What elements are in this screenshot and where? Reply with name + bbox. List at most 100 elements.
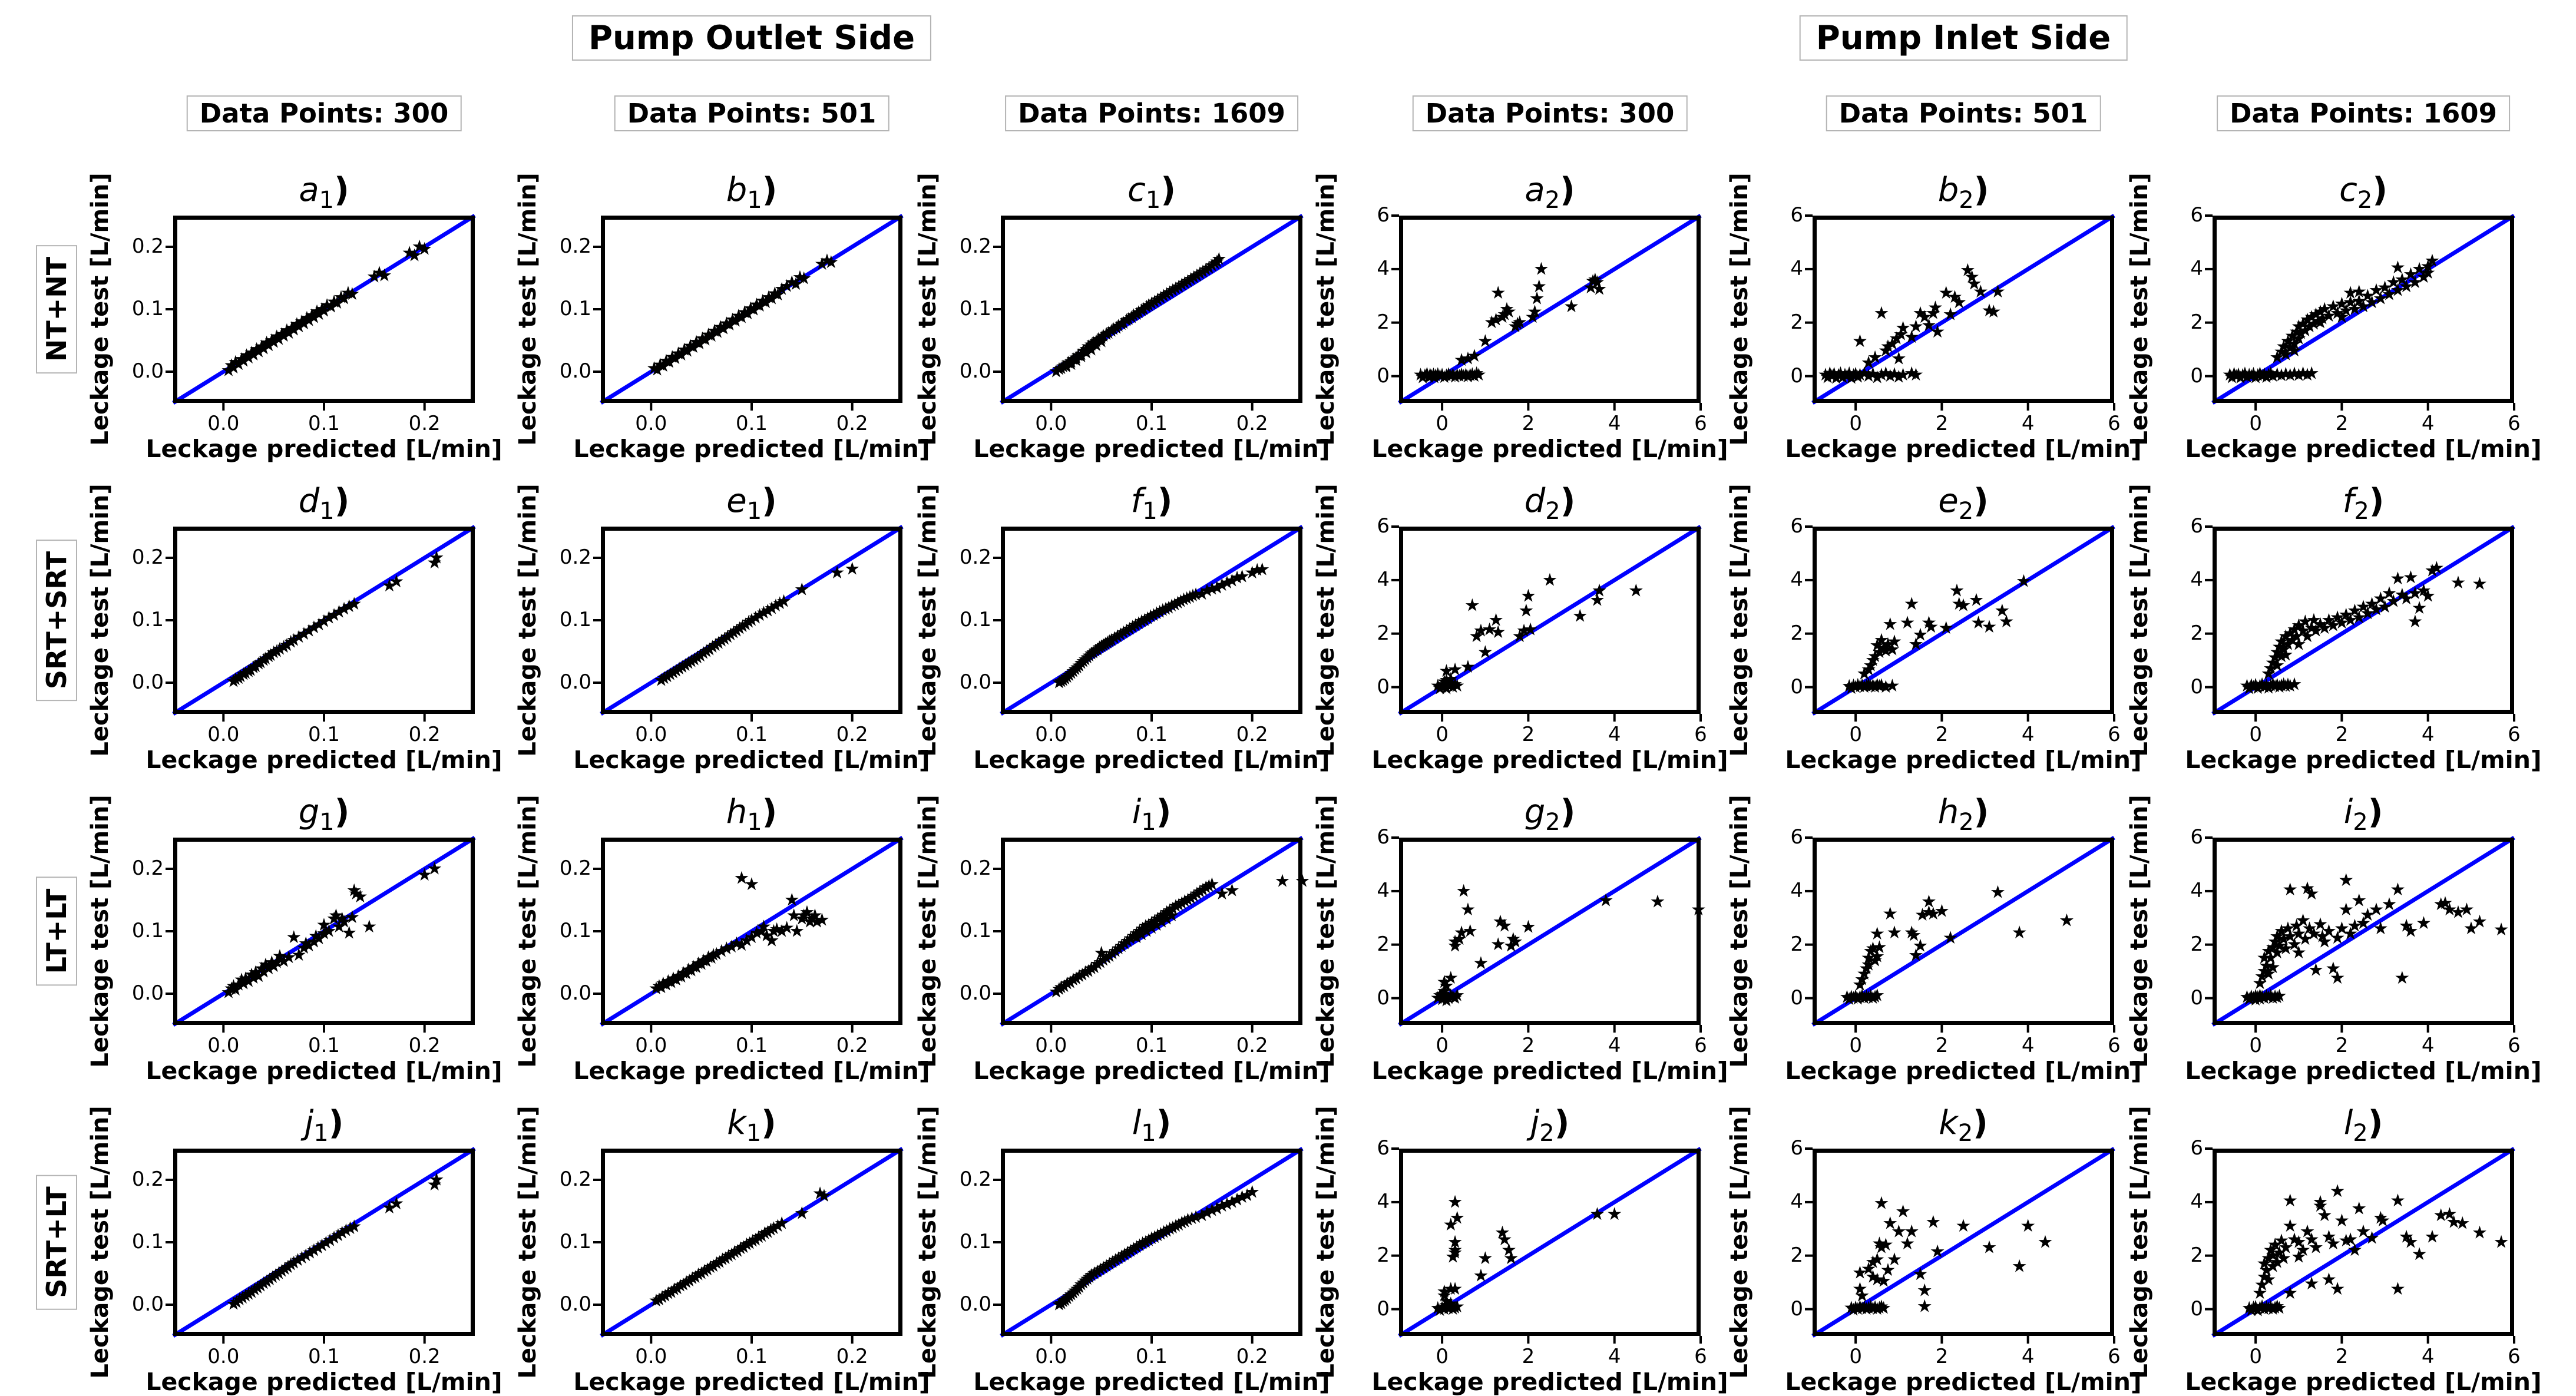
scatter-points: ★★★★★★★★★★★★★★★★★★★★★★★★★★★★★★★★★★★★★★★★	[226, 1170, 445, 1315]
scatter-points: ★★★★★★★★★★★★★★★★★★★★★★★★★★★★★★★★★★★★★★★★…	[2239, 870, 2509, 1010]
svg-text:★: ★	[2312, 312, 2328, 333]
svg-text:★: ★	[2330, 968, 2346, 988]
svg-text:★: ★	[1930, 1241, 1946, 1262]
svg-text:★: ★	[2299, 310, 2315, 330]
svg-text:★: ★	[1434, 365, 1450, 385]
svg-text:★: ★	[669, 660, 684, 681]
svg-text:★: ★	[1895, 365, 1911, 385]
svg-text:★: ★	[1186, 886, 1202, 907]
y-tick-label: 4	[1377, 1189, 1390, 1213]
svg-text:★: ★	[728, 311, 743, 332]
x-tick-label: 0.0	[635, 412, 667, 435]
svg-text:★: ★	[1869, 367, 1885, 388]
svg-text:★: ★	[680, 653, 696, 674]
svg-text:★: ★	[2269, 674, 2285, 695]
svg-text:★: ★	[247, 656, 263, 677]
svg-text:★: ★	[2261, 365, 2277, 385]
svg-text:★: ★	[1850, 366, 1866, 387]
svg-text:★: ★	[1843, 678, 1859, 699]
svg-text:★: ★	[416, 239, 432, 260]
identity-line	[172, 525, 476, 716]
svg-text:★: ★	[259, 333, 275, 353]
y-tick-label: 6	[1790, 1136, 1803, 1160]
svg-text:★: ★	[713, 631, 729, 651]
svg-text:★: ★	[844, 559, 860, 580]
svg-text:★: ★	[234, 970, 250, 990]
y-tick-label: 6	[2190, 514, 2203, 538]
svg-text:★: ★	[1164, 596, 1180, 616]
svg-text:★: ★	[1079, 339, 1094, 359]
x-tick-label: 0.1	[1135, 1345, 1168, 1368]
svg-text:★: ★	[2271, 936, 2287, 957]
svg-text:★: ★	[779, 276, 795, 296]
svg-text:★: ★	[1150, 290, 1166, 310]
svg-text:★: ★	[291, 627, 307, 647]
svg-text:★: ★	[749, 923, 765, 944]
svg-text:★: ★	[1970, 613, 1986, 633]
row-label-ltlt: LT+LT	[36, 876, 77, 986]
panel-k2-plot: ★★★★★★★★★★★★★★★★★★★★★★★★★★★★★★★★★★★★★★★★…	[1805, 1147, 2115, 1344]
panel-l2-title: l2)	[2343, 1104, 2383, 1147]
svg-text:★: ★	[2016, 571, 2032, 592]
svg-text:★: ★	[2306, 314, 2322, 335]
svg-text:★: ★	[1070, 345, 1086, 366]
svg-text:★: ★	[2416, 267, 2432, 287]
svg-text:★: ★	[1859, 958, 1874, 979]
svg-text:★: ★	[1912, 936, 1928, 957]
svg-text:★: ★	[2274, 365, 2290, 386]
svg-text:★: ★	[1878, 340, 1894, 361]
svg-text:★: ★	[1176, 590, 1192, 610]
svg-text:★: ★	[814, 254, 830, 274]
svg-text:★: ★	[710, 322, 726, 343]
svg-text:★: ★	[2407, 611, 2423, 632]
svg-text:★: ★	[2282, 927, 2298, 947]
svg-text:★: ★	[1159, 284, 1175, 305]
svg-text:★: ★	[2252, 973, 2268, 994]
svg-text:★: ★	[1917, 307, 1933, 328]
axis-ticks	[166, 868, 426, 1033]
svg-text:★: ★	[799, 902, 815, 923]
svg-text:★: ★	[1072, 656, 1087, 676]
svg-text:★: ★	[1869, 674, 1885, 695]
svg-text:★: ★	[1981, 300, 1997, 321]
svg-text:★: ★	[2256, 948, 2272, 968]
svg-text:★: ★	[2254, 366, 2270, 386]
svg-text:★: ★	[2282, 623, 2298, 644]
svg-text:★: ★	[1126, 305, 1142, 326]
panel-j1-plot: ★★★★★★★★★★★★★★★★★★★★★★★★★★★★★★★★★★★★★★★★	[166, 1147, 476, 1344]
svg-text:★: ★	[749, 295, 765, 315]
svg-text:★: ★	[1908, 316, 1924, 337]
svg-text:★: ★	[814, 909, 830, 930]
y-tick-label: 0.1	[559, 297, 591, 320]
svg-text:★: ★	[1447, 936, 1463, 957]
y-tick-label: 4	[2190, 878, 2203, 902]
svg-text:★: ★	[326, 605, 342, 626]
svg-text:★: ★	[1589, 272, 1605, 293]
svg-text:★: ★	[1434, 677, 1450, 697]
panel-i2-xlabel: Leckage predicted [L/min]	[2185, 1057, 2542, 1085]
svg-text:★: ★	[705, 637, 720, 657]
svg-text:★: ★	[2248, 367, 2264, 388]
y-tick-label: 2	[1790, 932, 1803, 956]
x-tick-label: 0.2	[836, 412, 868, 435]
panel-b2-xlabel: Leckage predicted [L/min]	[1785, 435, 2142, 463]
svg-text:★: ★	[1938, 283, 1954, 303]
svg-text:★: ★	[1080, 961, 1096, 981]
panel-a2-ylabel: Leckage test [L/min]	[1312, 173, 1340, 446]
svg-text:★: ★	[1865, 650, 1881, 671]
svg-text:★: ★	[1852, 676, 1868, 697]
svg-text:★: ★	[1880, 634, 1896, 654]
x-tick-label: 0.2	[1236, 1034, 1268, 1057]
x-tick-label: 0.1	[1135, 412, 1168, 435]
svg-text:★: ★	[1092, 637, 1107, 658]
svg-text:★: ★	[2351, 1199, 2367, 1219]
svg-text:★: ★	[1149, 915, 1165, 935]
svg-text:★: ★	[1854, 969, 1870, 990]
panel-k2-ylabel: Leckage test [L/min]	[1726, 1106, 1753, 1379]
panel-j1-xlabel: Leckage predicted [L/min]	[146, 1368, 502, 1396]
svg-text:★: ★	[1445, 365, 1461, 385]
x-tick-label: 0.0	[1035, 1345, 1067, 1368]
svg-text:★: ★	[807, 905, 823, 926]
svg-text:★: ★	[1214, 884, 1230, 904]
svg-text:★: ★	[2297, 929, 2313, 950]
